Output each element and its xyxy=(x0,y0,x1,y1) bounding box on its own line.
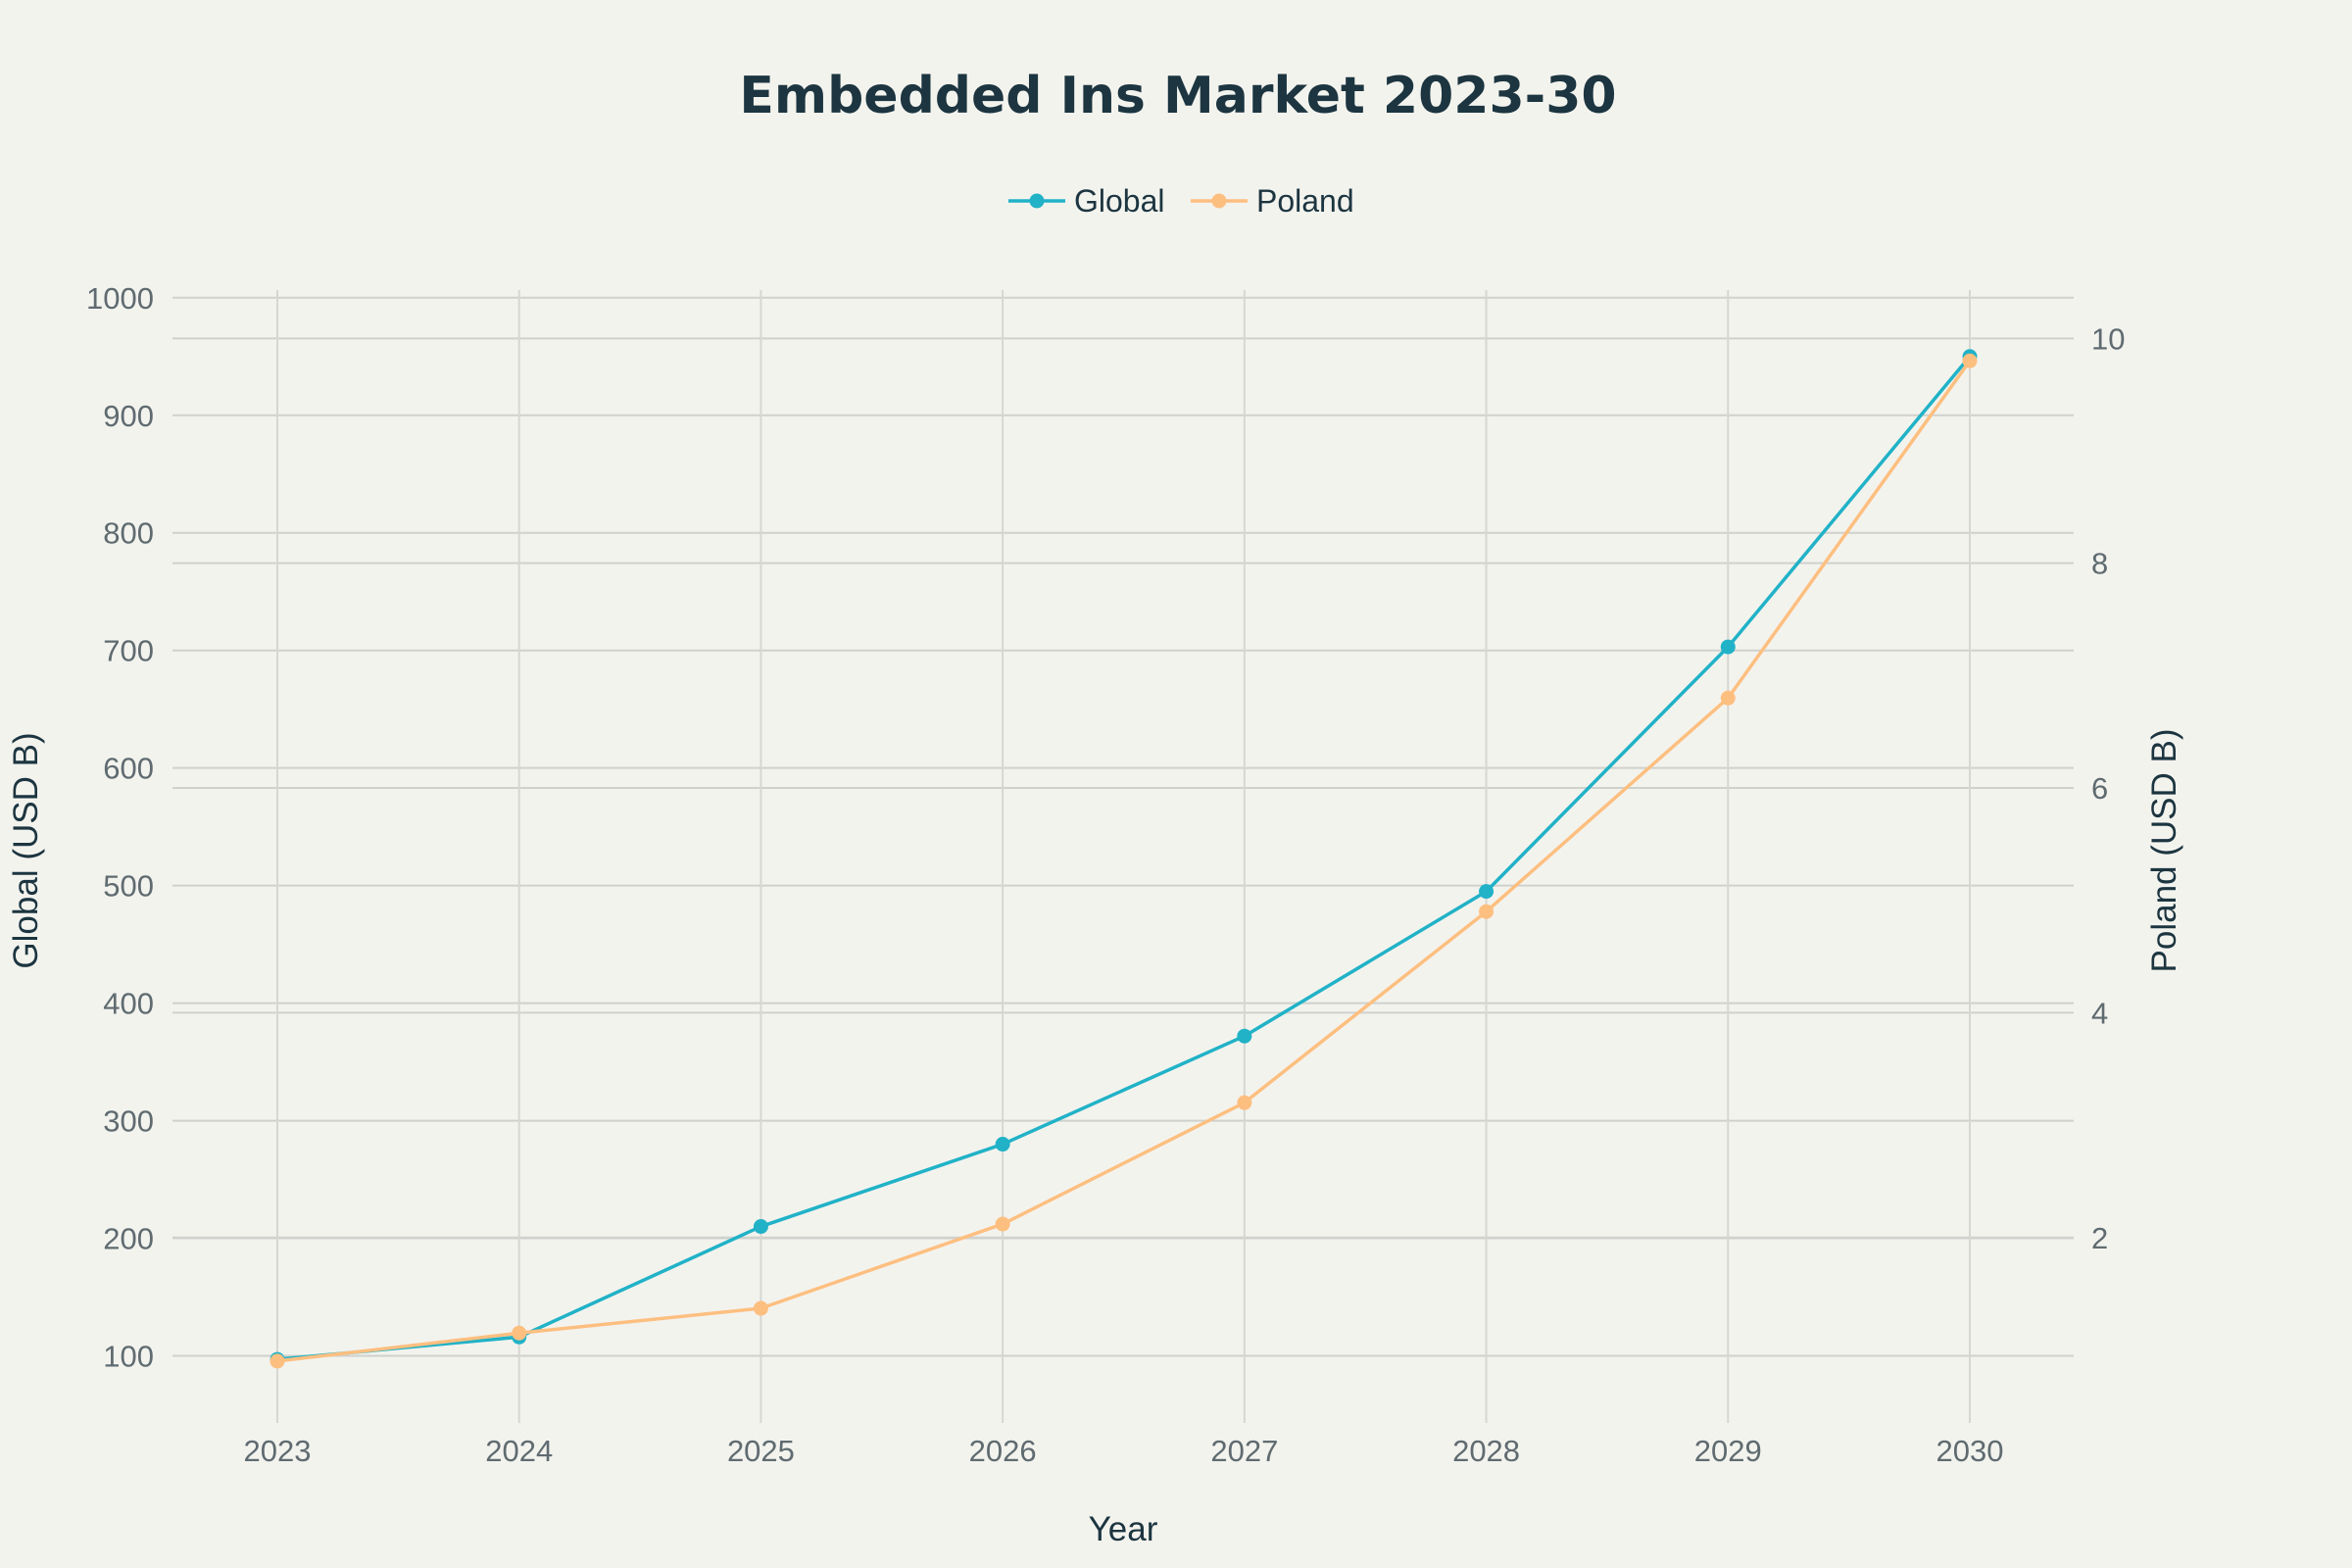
y-right-tick-label: 8 xyxy=(2091,547,2108,581)
poland-point xyxy=(1962,353,1978,368)
y-axis-left-title: Global (USD B) xyxy=(7,732,45,968)
y-left-tick-label: 200 xyxy=(103,1222,154,1256)
legend-item-poland: Poland xyxy=(1191,183,1354,219)
chart-title: Embedded Ins Market 2023-30 xyxy=(739,67,1616,125)
x-tick-label: 2030 xyxy=(1936,1434,2004,1468)
y-left-tick-label: 500 xyxy=(103,869,154,904)
series-poland xyxy=(270,353,1978,1369)
legend-item-global: Global xyxy=(1008,183,1165,219)
y-left-tick-label: 800 xyxy=(103,516,154,551)
y-right-tick-label: 10 xyxy=(2091,321,2125,356)
y-right-tick-labels: 2 4 6 8 10 xyxy=(2091,321,2125,1254)
y-right-tick-label: 6 xyxy=(2091,771,2108,806)
global-point xyxy=(1237,1028,1252,1044)
poland-point xyxy=(270,1353,285,1369)
global-point xyxy=(753,1219,768,1235)
poland-point xyxy=(995,1216,1010,1232)
legend-swatch-marker xyxy=(1211,193,1227,209)
global-point xyxy=(1720,639,1736,655)
legend-label: Global xyxy=(1074,183,1165,219)
global-point xyxy=(1479,884,1494,900)
series-global xyxy=(270,349,1978,1367)
global-line xyxy=(276,355,1972,1361)
x-tick-label: 2029 xyxy=(1694,1434,1762,1468)
y-left-tick-label: 700 xyxy=(103,634,154,668)
y-left-tick-label: 900 xyxy=(103,399,154,433)
y-left-tick-label: 600 xyxy=(103,752,154,786)
y-left-tick-label: 1000 xyxy=(86,281,154,316)
x-tick-label: 2023 xyxy=(244,1434,312,1468)
x-axis-title: Year xyxy=(1089,1510,1158,1548)
y-left-tick-label: 400 xyxy=(103,987,154,1021)
poland-point xyxy=(1479,904,1494,919)
x-tick-labels: 2023 2024 2025 2026 2027 2028 2029 2030 xyxy=(244,1434,2004,1468)
left-gridlines xyxy=(172,296,2074,1357)
poland-point xyxy=(1237,1095,1252,1110)
y-left-tick-labels: 100 200 300 400 500 600 700 800 900 1000 xyxy=(86,281,154,1374)
x-tick-label: 2025 xyxy=(727,1434,795,1468)
y-axis-right-title: Poland (USD B) xyxy=(2145,729,2183,973)
y-left-tick-label: 100 xyxy=(103,1339,154,1373)
x-tick-label: 2028 xyxy=(1452,1434,1520,1468)
y-right-tick-label: 4 xyxy=(2091,996,2108,1030)
x-tick-label: 2027 xyxy=(1210,1434,1278,1468)
poland-point xyxy=(512,1325,527,1341)
x-tick-label: 2024 xyxy=(485,1434,553,1468)
poland-point xyxy=(753,1300,768,1316)
series-layer xyxy=(270,349,1978,1369)
legend-swatch-marker xyxy=(1029,193,1045,209)
x-gridlines xyxy=(276,290,1971,1423)
global-point xyxy=(995,1137,1010,1152)
y-right-tick-label: 2 xyxy=(2091,1221,2108,1255)
legend-label: Poland xyxy=(1256,183,1354,219)
x-tick-label: 2026 xyxy=(969,1434,1037,1468)
poland-line xyxy=(276,360,1972,1363)
right-gridlines xyxy=(172,337,2074,1239)
poland-point xyxy=(1720,690,1736,706)
y-left-tick-label: 300 xyxy=(103,1104,154,1139)
legend: Global Poland xyxy=(1008,183,1354,219)
